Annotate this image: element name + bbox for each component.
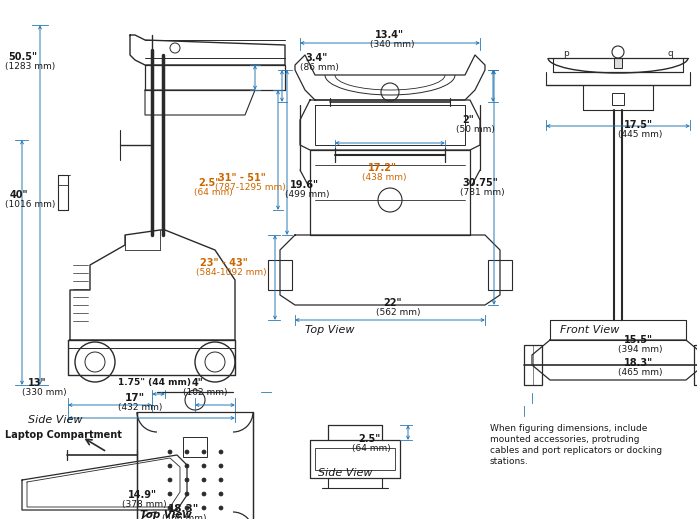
- Text: p: p: [563, 48, 569, 58]
- Circle shape: [219, 450, 223, 454]
- Text: (445 mm): (445 mm): [618, 130, 662, 139]
- Circle shape: [168, 492, 172, 496]
- Text: 15.5": 15.5": [624, 335, 653, 345]
- Text: 2.5": 2.5": [358, 434, 381, 444]
- Circle shape: [185, 464, 189, 468]
- Text: (466 mm): (466 mm): [162, 514, 206, 519]
- Bar: [614, 58, 622, 68]
- Text: 22": 22": [383, 298, 401, 308]
- Text: (432 mm): (432 mm): [118, 403, 162, 412]
- Text: 3.4": 3.4": [305, 53, 328, 63]
- Circle shape: [202, 450, 206, 454]
- Text: 23" - 43": 23" - 43": [200, 258, 247, 268]
- Circle shape: [219, 506, 223, 510]
- Text: (394 mm): (394 mm): [618, 345, 663, 354]
- Text: cables and port replicators or docking: cables and port replicators or docking: [490, 446, 662, 455]
- Circle shape: [168, 506, 172, 510]
- Text: Front View: Front View: [560, 325, 620, 335]
- Text: (64 mm): (64 mm): [194, 188, 233, 197]
- Bar: [694, 345, 697, 385]
- Text: mounted accessories, protruding: mounted accessories, protruding: [490, 435, 640, 444]
- Circle shape: [168, 450, 172, 454]
- Bar: [183, 437, 207, 457]
- Text: (50 mm): (50 mm): [456, 125, 495, 134]
- Circle shape: [219, 478, 223, 482]
- Text: 17.5": 17.5": [624, 120, 653, 130]
- Bar: [315, 448, 395, 470]
- Text: 1.75" (44 mm): 1.75" (44 mm): [118, 378, 191, 387]
- Text: 19.6": 19.6": [290, 180, 319, 190]
- Text: (584-1092 mm): (584-1092 mm): [196, 268, 267, 277]
- Text: 4": 4": [192, 378, 204, 388]
- Text: 31" - 51": 31" - 51": [218, 173, 266, 183]
- Text: (787-1295 mm): (787-1295 mm): [215, 183, 286, 192]
- Circle shape: [202, 492, 206, 496]
- Text: (64 mm): (64 mm): [352, 444, 391, 453]
- Circle shape: [168, 464, 172, 468]
- Text: (465 mm): (465 mm): [618, 368, 663, 377]
- Text: Top View: Top View: [140, 510, 192, 519]
- Text: 18.3": 18.3": [168, 504, 199, 514]
- Text: (86 mm): (86 mm): [300, 63, 339, 72]
- Text: (102 mm): (102 mm): [183, 388, 227, 397]
- Text: Laptop Compartment: Laptop Compartment: [5, 430, 122, 440]
- Circle shape: [168, 478, 172, 482]
- Text: stations.: stations.: [490, 457, 529, 466]
- Text: 17.2": 17.2": [368, 163, 397, 173]
- Bar: [268, 260, 292, 290]
- Bar: [524, 345, 542, 385]
- Circle shape: [202, 506, 206, 510]
- Text: 40": 40": [10, 190, 29, 200]
- Text: (340 mm): (340 mm): [370, 40, 415, 49]
- Text: (378 mm): (378 mm): [122, 500, 167, 509]
- Text: Top View: Top View: [305, 325, 355, 335]
- Text: Side View: Side View: [318, 468, 372, 478]
- Circle shape: [185, 478, 189, 482]
- Circle shape: [202, 478, 206, 482]
- Text: q: q: [667, 48, 673, 58]
- Text: (1016 mm): (1016 mm): [5, 200, 55, 209]
- Text: (562 mm): (562 mm): [376, 308, 420, 317]
- Text: (499 mm): (499 mm): [285, 190, 330, 199]
- Bar: [488, 260, 512, 290]
- Text: 2": 2": [462, 115, 474, 125]
- Text: When figuring dimensions, include: When figuring dimensions, include: [490, 424, 648, 433]
- Text: (330 mm): (330 mm): [22, 388, 67, 397]
- Text: Side View: Side View: [28, 415, 82, 425]
- Text: 13.4": 13.4": [375, 30, 404, 40]
- Circle shape: [202, 464, 206, 468]
- Circle shape: [185, 506, 189, 510]
- Circle shape: [185, 492, 189, 496]
- Text: 17": 17": [125, 393, 145, 403]
- Text: (438 mm): (438 mm): [362, 173, 406, 182]
- Text: 50.5": 50.5": [8, 52, 37, 62]
- Text: 30.75": 30.75": [462, 178, 498, 188]
- Text: 13": 13": [28, 378, 47, 388]
- Circle shape: [185, 450, 189, 454]
- Text: 14.9": 14.9": [128, 490, 157, 500]
- Text: 18.3": 18.3": [624, 358, 653, 368]
- Text: 2.5": 2.5": [198, 178, 220, 188]
- Text: (781 mm): (781 mm): [460, 188, 505, 197]
- Text: (1283 mm): (1283 mm): [5, 62, 55, 71]
- Circle shape: [219, 464, 223, 468]
- Circle shape: [219, 492, 223, 496]
- Bar: [612, 93, 624, 105]
